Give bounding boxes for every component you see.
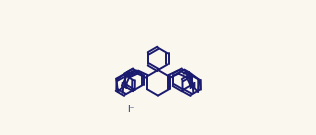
Text: N: N: [189, 82, 196, 91]
Text: +: +: [124, 82, 128, 87]
Text: N: N: [120, 82, 127, 91]
Text: I⁻: I⁻: [127, 105, 135, 114]
